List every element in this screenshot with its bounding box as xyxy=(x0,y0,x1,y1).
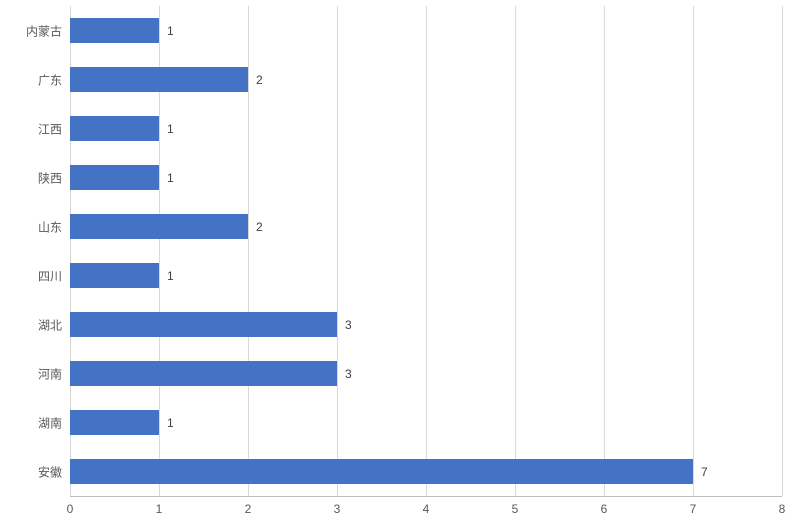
y-category-label: 陕西 xyxy=(38,169,62,186)
province-bar-chart: 内蒙古广东江西陕西山东四川湖北河南湖南安徽 0 1 2 3 4 5 6 7 8 1 2 1 1 2 1 3 3… xyxy=(0,0,800,528)
bar-value-label: 2 xyxy=(256,73,263,87)
x-tick-label: 5 xyxy=(512,502,519,516)
gridline xyxy=(693,6,694,496)
gridline xyxy=(515,6,516,496)
y-category-label: 江西 xyxy=(38,120,62,137)
bar xyxy=(70,116,159,141)
gridline xyxy=(248,6,249,496)
bar-value-label: 7 xyxy=(701,465,708,479)
bar xyxy=(70,263,159,288)
y-category-label: 河南 xyxy=(38,365,62,382)
bar xyxy=(70,459,693,484)
x-tick-label: 4 xyxy=(423,502,430,516)
gridline xyxy=(337,6,338,496)
y-category-label: 内蒙古 xyxy=(26,22,62,39)
gridline xyxy=(604,6,605,496)
y-category-label: 湖北 xyxy=(38,316,62,333)
bar-value-label: 1 xyxy=(167,416,174,430)
x-tick-label: 3 xyxy=(334,502,341,516)
bar-value-label: 3 xyxy=(345,318,352,332)
bar xyxy=(70,214,248,239)
y-category-label: 四川 xyxy=(38,267,62,284)
bar xyxy=(70,410,159,435)
bar xyxy=(70,67,248,92)
x-tick-label: 6 xyxy=(601,502,608,516)
x-axis-line xyxy=(70,496,782,497)
bar xyxy=(70,312,337,337)
x-tick-label: 2 xyxy=(245,502,252,516)
bar xyxy=(70,18,159,43)
bar xyxy=(70,165,159,190)
gridline xyxy=(426,6,427,496)
bar-value-label: 1 xyxy=(167,171,174,185)
bar-value-label: 2 xyxy=(256,220,263,234)
plot-area xyxy=(70,6,782,496)
bar-value-label: 1 xyxy=(167,122,174,136)
x-tick-label: 0 xyxy=(67,502,74,516)
y-category-label: 山东 xyxy=(38,218,62,235)
y-category-label: 湖南 xyxy=(38,414,62,431)
bar-value-label: 1 xyxy=(167,24,174,38)
x-tick-label: 8 xyxy=(779,502,786,516)
bar-value-label: 1 xyxy=(167,269,174,283)
y-category-label: 安徽 xyxy=(38,463,62,480)
x-tick-label: 7 xyxy=(690,502,697,516)
y-category-label: 广东 xyxy=(38,71,62,88)
gridline xyxy=(782,6,783,496)
bar xyxy=(70,361,337,386)
x-tick-label: 1 xyxy=(156,502,163,516)
bar-value-label: 3 xyxy=(345,367,352,381)
